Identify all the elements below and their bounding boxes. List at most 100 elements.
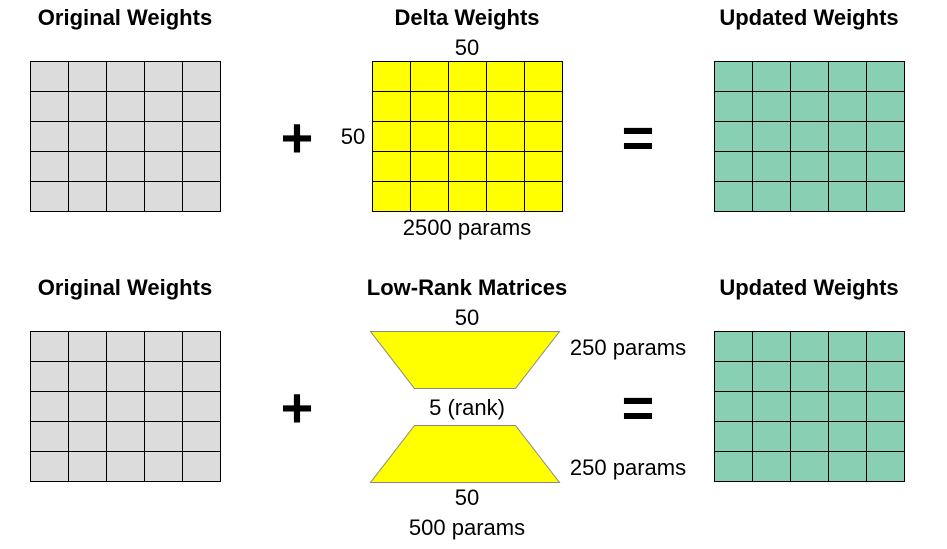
matrix-cell xyxy=(791,452,829,482)
delta-rows-label: 50 xyxy=(340,124,366,149)
matrix-cell xyxy=(449,62,487,92)
matrix-cell xyxy=(449,182,487,212)
matrix-cell xyxy=(183,122,221,152)
matrix-cell xyxy=(791,392,829,422)
matrix-cell xyxy=(715,422,753,452)
matrix-cell xyxy=(715,92,753,122)
matrix-cell xyxy=(449,92,487,122)
matrix-cell xyxy=(867,422,905,452)
matrix-cell xyxy=(753,62,791,92)
matrix-cell xyxy=(753,182,791,212)
matrix-cell xyxy=(145,92,183,122)
matrix-cell xyxy=(31,362,69,392)
low-rank-matrices-title: Low-Rank Matrices xyxy=(366,275,568,300)
matrix-cell xyxy=(145,362,183,392)
matrix-cell xyxy=(791,182,829,212)
matrix-cell xyxy=(715,392,753,422)
delta-columns-label: 50 xyxy=(454,35,480,60)
matrix-cell xyxy=(69,92,107,122)
matrix-cell xyxy=(183,362,221,392)
matrix-cell xyxy=(753,92,791,122)
matrix-cell xyxy=(69,452,107,482)
matrix-cell xyxy=(373,182,411,212)
low-rank-matrix-a xyxy=(369,331,561,389)
matrix-cell xyxy=(753,152,791,182)
original-weights-matrix xyxy=(30,61,221,212)
matrix-cell xyxy=(791,332,829,362)
original-weights-title: Original Weights xyxy=(37,5,213,30)
matrix-cell xyxy=(791,362,829,392)
delta-weights-matrix xyxy=(372,61,563,212)
matrix-cell xyxy=(829,422,867,452)
upper-width-label: 50 xyxy=(454,305,480,330)
matrix-cell xyxy=(183,422,221,452)
matrix-cell xyxy=(411,122,449,152)
plus-sign-2: + xyxy=(280,376,314,439)
matrix-cell xyxy=(107,152,145,182)
matrix-cell xyxy=(107,92,145,122)
updated-weights-title: Updated Weights xyxy=(719,5,899,30)
matrix-cell xyxy=(487,152,525,182)
matrix-cell xyxy=(525,92,563,122)
matrix-cell xyxy=(715,182,753,212)
matrix-cell xyxy=(107,452,145,482)
matrix-cell xyxy=(525,122,563,152)
matrix-cell xyxy=(791,92,829,122)
matrix-cell xyxy=(145,152,183,182)
delta-params-label: 2500 params xyxy=(402,215,532,240)
matrix-cell xyxy=(867,92,905,122)
matrix-cell xyxy=(69,392,107,422)
matrix-cell xyxy=(867,122,905,152)
matrix-cell xyxy=(31,332,69,362)
matrix-cell xyxy=(791,422,829,452)
matrix-cell xyxy=(31,392,69,422)
matrix-cell xyxy=(107,422,145,452)
matrix-cell xyxy=(829,362,867,392)
matrix-cell xyxy=(715,362,753,392)
matrix-cell xyxy=(107,122,145,152)
matrix-cell xyxy=(411,92,449,122)
matrix-cell xyxy=(829,122,867,152)
matrix-cell xyxy=(829,332,867,362)
matrix-cell xyxy=(449,122,487,152)
matrix-cell xyxy=(411,182,449,212)
matrix-cell xyxy=(791,152,829,182)
matrix-cell xyxy=(791,62,829,92)
updated-weights-matrix-2 xyxy=(714,331,905,482)
matrix-cell xyxy=(867,332,905,362)
matrix-cell xyxy=(867,362,905,392)
matrix-cell xyxy=(829,182,867,212)
matrix-cell xyxy=(487,62,525,92)
matrix-cell xyxy=(183,392,221,422)
matrix-cell xyxy=(373,152,411,182)
matrix-cell xyxy=(753,122,791,152)
matrix-cell xyxy=(753,422,791,452)
matrix-cell xyxy=(715,332,753,362)
total-params-label: 500 params xyxy=(408,515,526,540)
matrix-cell xyxy=(487,182,525,212)
matrix-cell xyxy=(867,152,905,182)
matrix-cell xyxy=(715,452,753,482)
matrix-cell xyxy=(373,92,411,122)
original-weights-matrix-2 xyxy=(30,331,221,482)
matrix-cell xyxy=(145,122,183,152)
matrix-cell xyxy=(31,422,69,452)
matrix-cell xyxy=(829,392,867,422)
matrix-cell xyxy=(107,182,145,212)
matrix-cell xyxy=(145,332,183,362)
matrix-cell xyxy=(69,332,107,362)
matrix-cell xyxy=(867,392,905,422)
matrix-cell xyxy=(525,62,563,92)
updated-weights-title-2: Updated Weights xyxy=(719,275,899,300)
low-rank-matrix-b xyxy=(369,425,561,483)
matrix-cell xyxy=(525,182,563,212)
matrix-cell xyxy=(31,92,69,122)
matrix-cell xyxy=(753,362,791,392)
matrix-cell xyxy=(791,122,829,152)
matrix-cell xyxy=(69,62,107,92)
matrix-cell xyxy=(31,122,69,152)
matrix-cell xyxy=(31,452,69,482)
matrix-cell xyxy=(69,422,107,452)
matrix-cell xyxy=(411,62,449,92)
matrix-cell xyxy=(829,92,867,122)
